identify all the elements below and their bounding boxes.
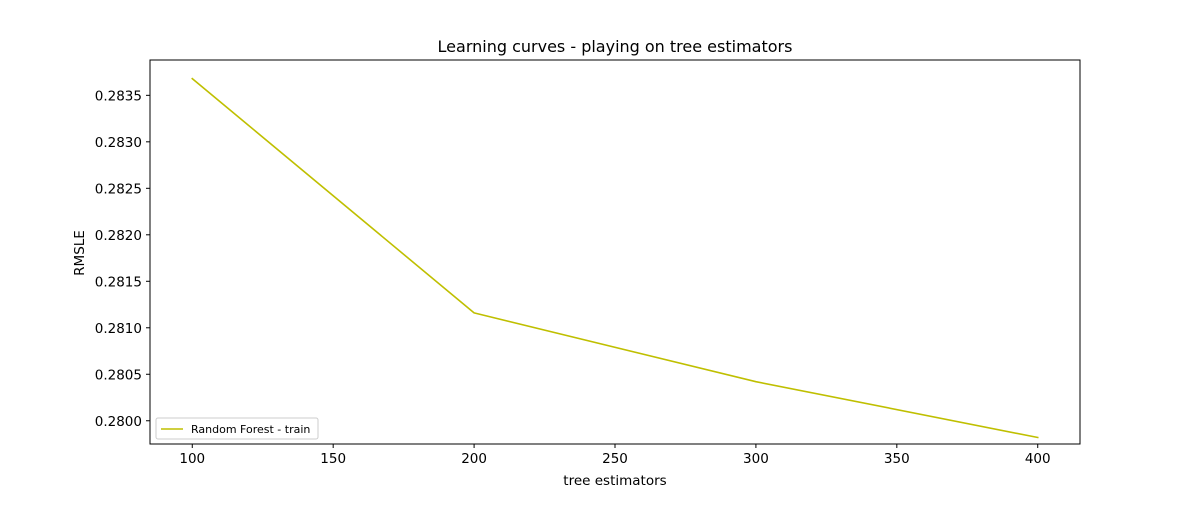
data-point bbox=[1037, 437, 1039, 439]
x-tick-label: 350 bbox=[884, 451, 910, 467]
y-tick-label: 0.2800 bbox=[95, 414, 142, 430]
plot-area: 100 150 200 250 300 350 400 0.2800 0.2805 0.2810 0… bbox=[95, 59, 1081, 467]
x-tick-label: 150 bbox=[320, 451, 346, 467]
data-point bbox=[755, 381, 757, 383]
chart-title: Learning curves - playing on tree estima… bbox=[438, 37, 793, 56]
y-tick-label: 0.2805 bbox=[95, 367, 142, 383]
y-tick-label: 0.2815 bbox=[95, 274, 142, 290]
series-line-0 bbox=[191, 77, 1039, 439]
y-tick-label: 0.2810 bbox=[95, 321, 142, 337]
data-point bbox=[191, 78, 193, 80]
x-tick-label: 250 bbox=[602, 451, 628, 467]
x-tick-label: 200 bbox=[461, 451, 487, 467]
x-tick-label: 100 bbox=[179, 451, 205, 467]
legend-box bbox=[155, 417, 319, 440]
x-tick-label: 400 bbox=[1025, 451, 1051, 467]
y-axis-label: RMSLE bbox=[72, 230, 88, 276]
y-tick-label: 0.2825 bbox=[95, 181, 142, 197]
x-tick-label: 300 bbox=[743, 451, 769, 467]
y-tick-label: 0.2820 bbox=[95, 228, 142, 244]
data-point bbox=[473, 312, 475, 314]
legend-label: Random Forest - train bbox=[191, 423, 310, 436]
x-axis-label: tree estimators bbox=[563, 473, 666, 489]
y-tick-label: 0.2830 bbox=[95, 135, 142, 151]
y-tick-label: 0.2835 bbox=[95, 88, 142, 104]
